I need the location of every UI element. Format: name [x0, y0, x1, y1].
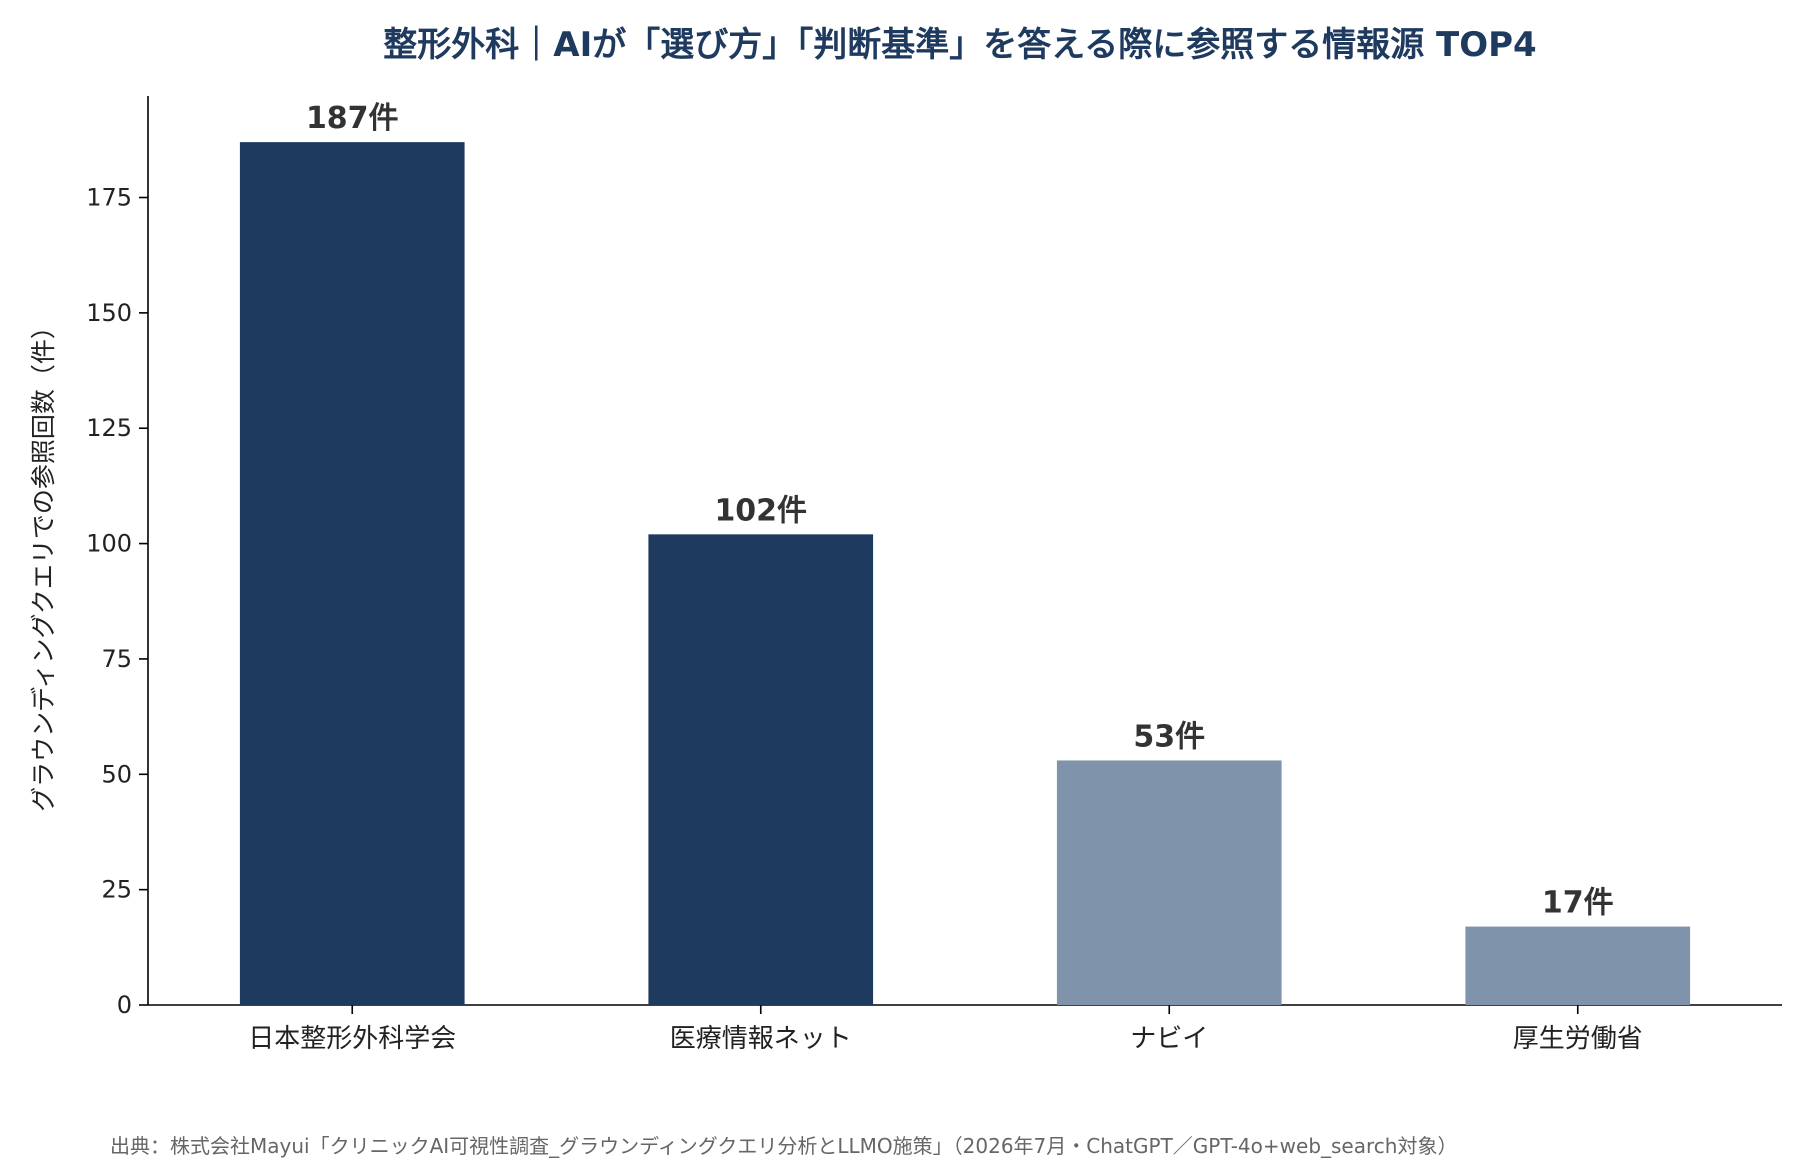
y-tick-label: 50	[101, 760, 132, 788]
y-tick-label: 150	[86, 299, 132, 327]
x-tick-label: 厚生労働省	[1513, 1024, 1643, 1054]
bar	[648, 534, 874, 1005]
source-note: 出典：株式会社Mayui「クリニックAI可視性調査_グラウンディングクエリ分析と…	[110, 1134, 1457, 1158]
x-tick-label: 日本整形外科学会	[248, 1024, 456, 1054]
y-tick-label: 100	[86, 530, 132, 558]
x-tick-label: 医療情報ネット	[670, 1024, 852, 1054]
bar	[1056, 760, 1282, 1005]
y-tick-label: 0	[117, 991, 132, 1019]
y-axis-title: グラウンディングクエリでの参照回数（件）	[29, 314, 58, 812]
y-tick-label: 25	[101, 876, 132, 904]
bar	[1465, 926, 1691, 1005]
data-labels: 187件 102件 53件 17件	[306, 101, 1614, 920]
y-tick-label: 75	[101, 645, 132, 673]
data-label: 17件	[1542, 886, 1614, 921]
x-tick-label: ナビイ	[1130, 1024, 1208, 1054]
chart-title: 整形外科｜AIが「選び方」「判断基準」を答える際に参照する情報源 TOP4	[383, 25, 1536, 65]
data-label: 53件	[1133, 719, 1205, 754]
x-axis-ticks: 日本整形外科学会 医療情報ネット ナビイ 厚生労働省	[248, 1005, 1643, 1054]
bar	[239, 142, 465, 1005]
y-tick-label: 175	[86, 184, 132, 212]
bars	[239, 142, 1691, 1005]
data-label: 187件	[306, 101, 399, 136]
y-axis-ticks: 0 25 50 75 100 125 150 175	[86, 184, 148, 1019]
plot-area: 0 25 50 75 100 125 150 175 187件 102件 53件 17件 日本整形外…	[86, 96, 1782, 1054]
data-label: 102件	[714, 493, 807, 528]
y-tick-label: 125	[86, 414, 132, 442]
